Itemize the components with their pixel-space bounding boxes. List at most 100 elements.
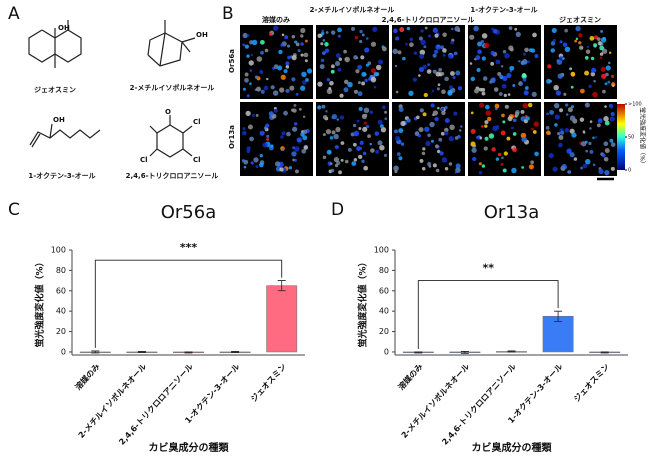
cell: [377, 119, 383, 125]
cell: [491, 27, 495, 31]
cell: [414, 131, 420, 137]
cell: [481, 87, 486, 92]
cell: [419, 108, 424, 113]
cell: [427, 162, 432, 167]
cell: [302, 129, 308, 134]
cell: [434, 116, 439, 122]
cell: [518, 60, 521, 63]
cell: [593, 79, 596, 83]
cell: [247, 34, 250, 37]
y-tick-label: 40: [56, 307, 66, 316]
cell: [280, 74, 286, 80]
bond: [29, 129, 101, 146]
cell: [283, 110, 288, 116]
cell: [502, 120, 506, 124]
cell: [474, 88, 479, 94]
cell: [259, 130, 265, 136]
cell: [498, 92, 503, 96]
bond: [149, 125, 158, 134]
cell: [297, 49, 301, 53]
chart-title: Or56a: [161, 202, 217, 223]
compound-name: ジェオスミン: [34, 86, 76, 94]
cell: [266, 134, 270, 138]
cell: [359, 39, 363, 44]
micrographs: [240, 25, 617, 176]
cell: [521, 73, 527, 79]
cell: [578, 41, 582, 45]
cell: [297, 138, 301, 142]
colorbar-tick-label: 0: [628, 168, 631, 174]
significance-bracket: [94, 259, 283, 348]
cell: [245, 110, 251, 116]
cell: [322, 51, 326, 56]
cell: [488, 133, 495, 139]
cell: [331, 114, 338, 120]
cell: [322, 155, 327, 160]
column-label: 溶媒のみ: [262, 15, 290, 24]
cell: [347, 147, 352, 152]
cell: [434, 33, 439, 38]
bond: [147, 32, 183, 67]
cell: [397, 152, 401, 156]
cell: [507, 93, 511, 96]
cell: [370, 41, 377, 47]
cell: [597, 118, 603, 124]
cell: [281, 131, 286, 136]
cell: [255, 165, 259, 169]
cell: [330, 168, 335, 173]
cell: [279, 167, 284, 172]
cell: [524, 47, 529, 53]
y-tick-label: 40: [379, 307, 389, 316]
cell: [508, 45, 514, 51]
cell: [436, 87, 440, 91]
cell: [330, 69, 335, 74]
cell: [378, 59, 384, 65]
cell: [317, 33, 322, 38]
cell: [419, 49, 426, 56]
cell: [243, 165, 247, 169]
cell: [448, 136, 454, 142]
cell: [580, 88, 585, 94]
bar: [266, 285, 298, 353]
cell: [448, 162, 453, 166]
cell: [522, 77, 527, 82]
cell: [502, 49, 507, 54]
cell: [530, 160, 534, 165]
cell: [589, 149, 594, 154]
cell: [417, 74, 421, 77]
cell: [301, 148, 307, 154]
cell: [321, 29, 325, 33]
bond: [182, 148, 193, 157]
bond: [159, 32, 166, 67]
cell: [470, 76, 476, 82]
cell: [408, 90, 414, 97]
cell: [353, 158, 358, 162]
cell: [400, 120, 406, 127]
cell: [547, 64, 552, 69]
cell: [532, 130, 537, 134]
cell: [435, 168, 440, 173]
atom-label: OH: [53, 116, 65, 124]
colorbar-tick-label: >100: [628, 102, 642, 108]
row-label: Or56a: [228, 49, 236, 73]
cell: [495, 157, 500, 161]
cell: [246, 94, 250, 98]
cell: [359, 140, 364, 145]
cell: [382, 46, 387, 52]
structures: [28, 20, 196, 158]
cell: [304, 39, 308, 43]
cell: [447, 90, 453, 96]
cell: [300, 53, 304, 57]
cell: [379, 144, 385, 151]
cell: [598, 168, 604, 175]
cell: [502, 168, 507, 173]
cell: [586, 45, 590, 49]
cell: [432, 163, 437, 168]
cell: [562, 42, 568, 47]
cell: [569, 67, 573, 71]
cell: [420, 29, 424, 33]
bar: [542, 315, 574, 353]
cell: [584, 102, 590, 108]
cell: [430, 103, 435, 108]
